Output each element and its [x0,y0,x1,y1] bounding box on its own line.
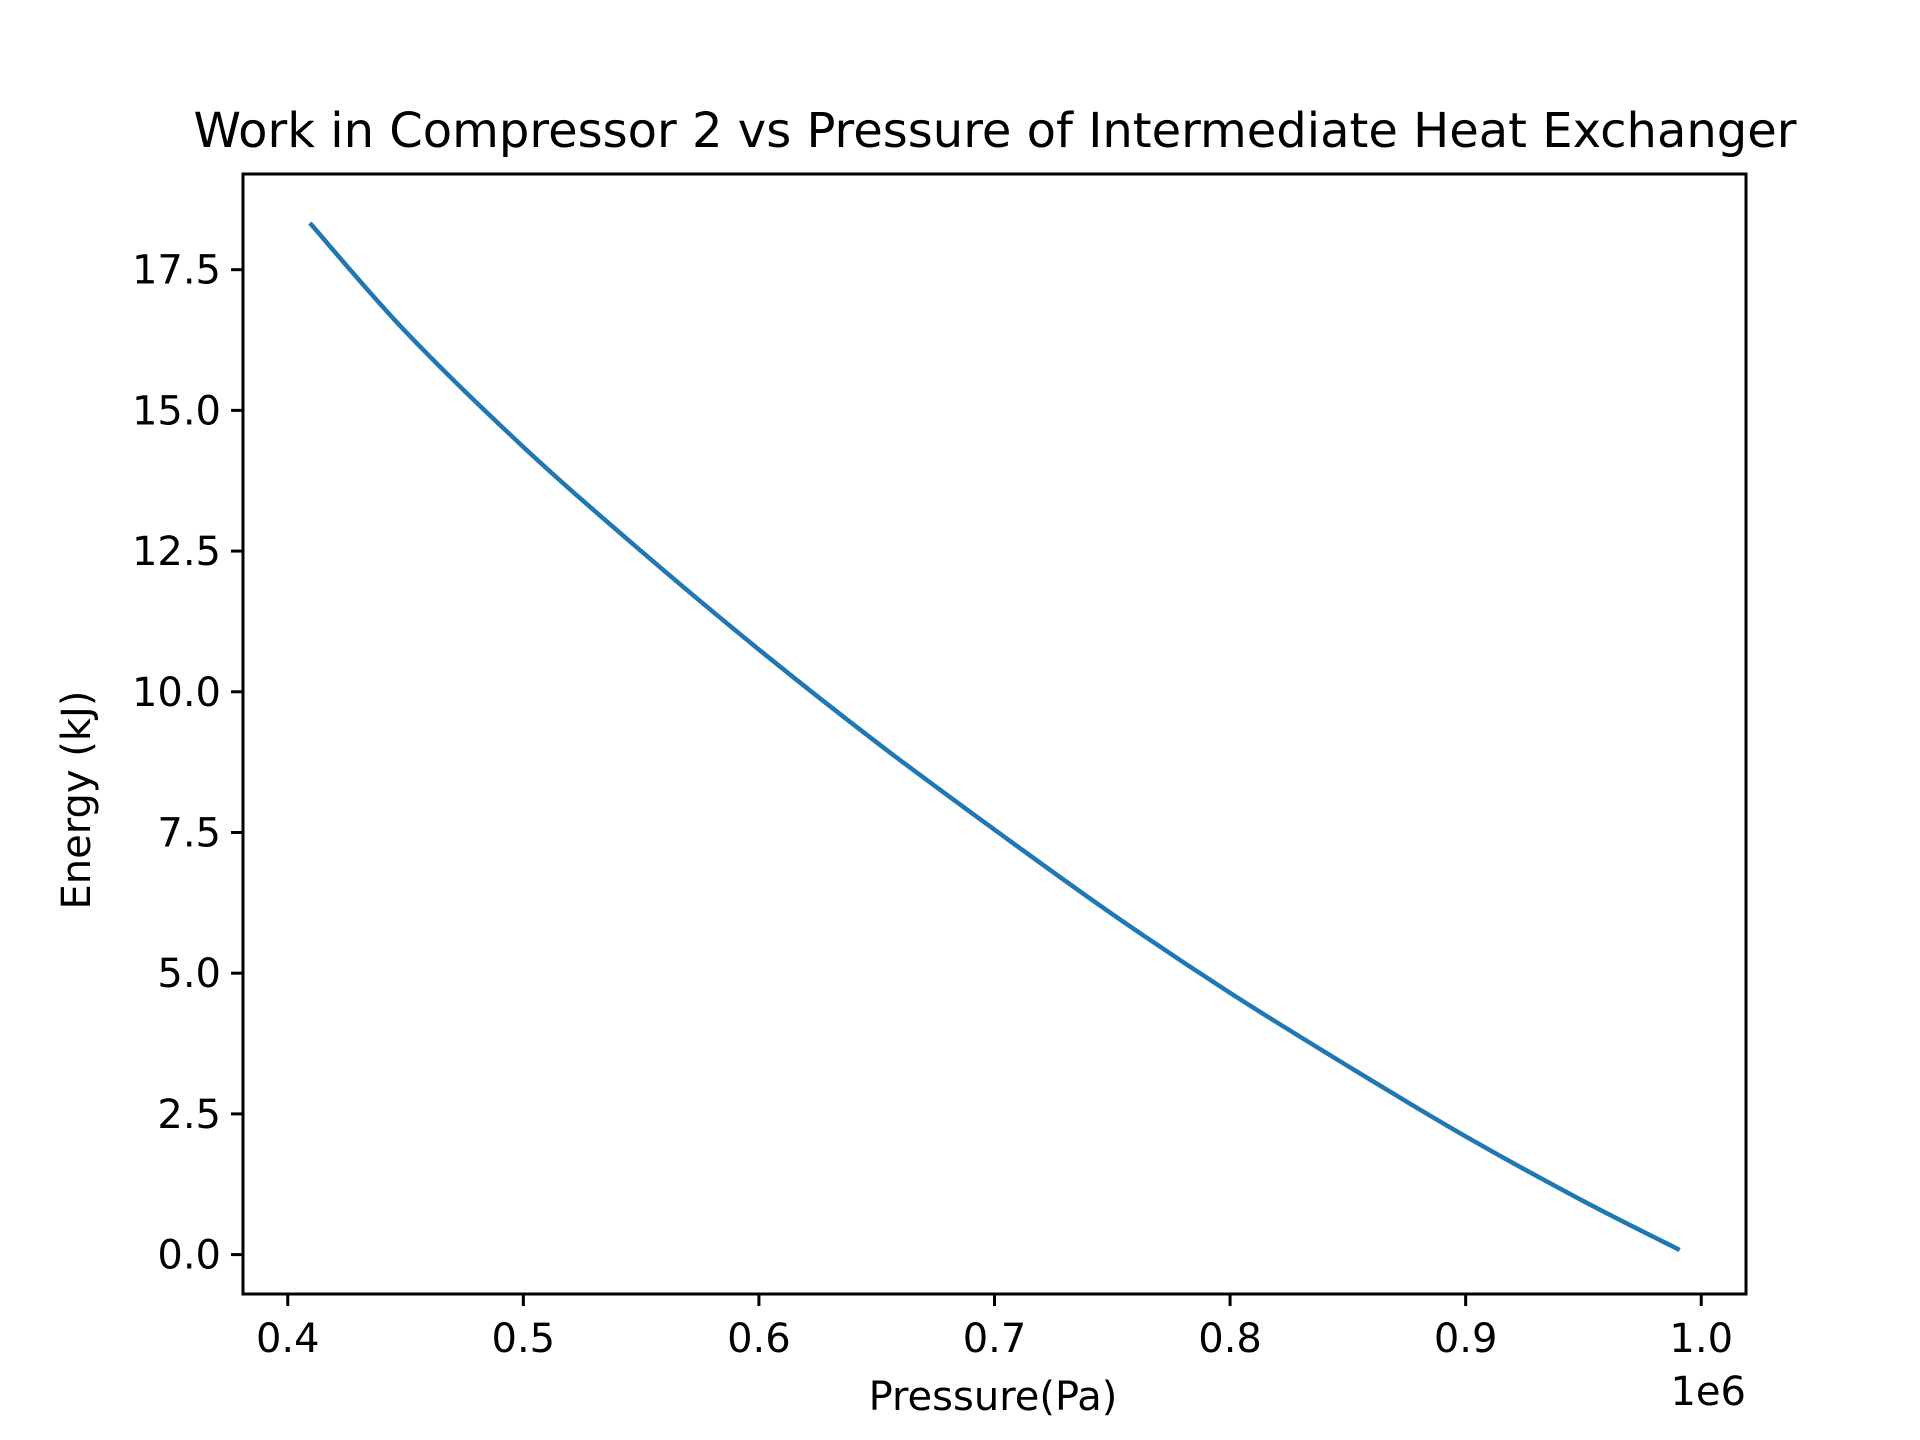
y-tick-label: 2.5 [157,1092,221,1138]
chart-title: Work in Compressor 2 vs Pressure of Inte… [193,103,1796,159]
y-tick-label: 0.0 [157,1233,221,1279]
x-tick-label: 0.4 [256,1316,320,1362]
y-axis-label: Energy (kJ) [54,691,100,910]
y-tick-label: 7.5 [157,810,221,856]
x-tick-label: 1.0 [1669,1316,1733,1362]
x-tick-label: 0.5 [492,1316,556,1362]
plot-frame [241,172,1748,1296]
y-tick-label: 12.5 [132,529,221,575]
x-tick-label: 0.6 [727,1316,791,1362]
x-tick-label: 0.9 [1434,1316,1498,1362]
y-tick-label: 5.0 [157,951,221,997]
y-tick-label: 17.5 [132,248,221,294]
y-axis-ticks: 0.0 2.5 5.0 7.5 10.0 12.5 15.0 17.5 [132,248,243,1279]
x-axis-label: Pressure(Pa) [869,1374,1118,1420]
series-line [308,221,1681,1252]
y-tick-label: 15.0 [132,388,221,434]
x-axis-ticks: 0.4 0.5 0.6 0.7 0.8 0.9 1.0 [256,1294,1733,1362]
x-tick-label: 0.7 [963,1316,1027,1362]
x-axis-offset-label: 1e6 [1670,1369,1746,1415]
x-tick-label: 0.8 [1198,1316,1262,1362]
y-tick-label: 10.0 [132,670,221,716]
